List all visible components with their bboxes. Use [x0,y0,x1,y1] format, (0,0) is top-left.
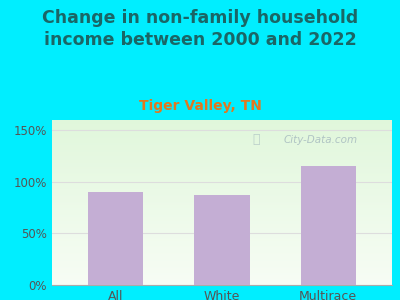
Text: City-Data.com: City-Data.com [283,135,357,145]
Bar [88,192,143,285]
Bar [301,167,356,285]
Text: Tiger Valley, TN: Tiger Valley, TN [138,99,262,113]
Text: ⓘ: ⓘ [252,133,260,146]
Bar [194,195,250,285]
Text: Change in non-family household
income between 2000 and 2022: Change in non-family household income be… [42,9,358,49]
